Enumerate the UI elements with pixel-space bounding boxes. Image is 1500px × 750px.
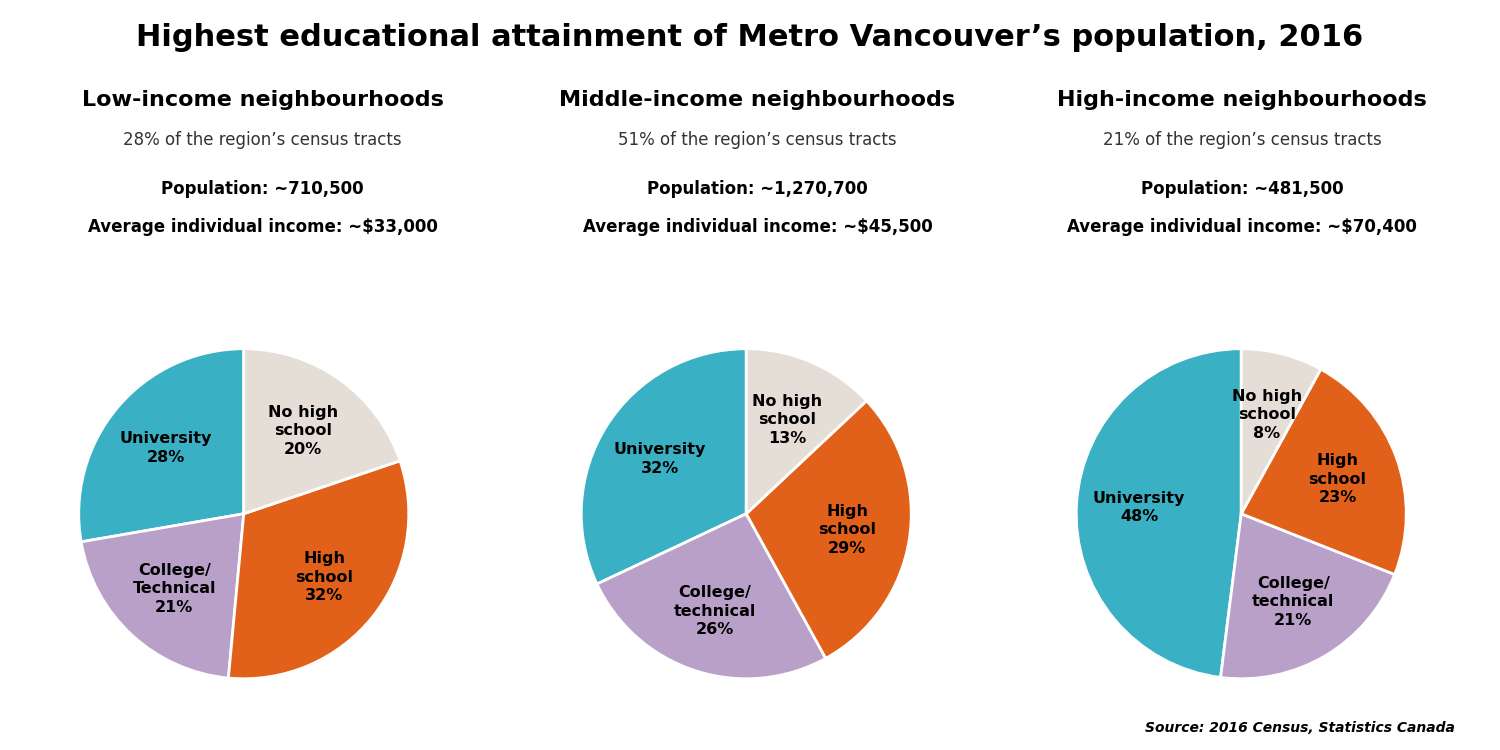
Text: High
school
23%: High school 23% [1308,453,1366,506]
Text: College/
Technical
21%: College/ Technical 21% [132,562,216,615]
Wedge shape [1077,349,1242,677]
Text: Population: ~710,500: Population: ~710,500 [160,180,364,198]
Text: No high
school
8%: No high school 8% [1232,388,1302,441]
Text: College/
technical
21%: College/ technical 21% [1252,576,1335,628]
Wedge shape [243,349,400,514]
Text: No high
school
20%: No high school 20% [268,404,339,457]
Text: 28% of the region’s census tracts: 28% of the region’s census tracts [123,131,402,149]
Text: Average individual income: ~$33,000: Average individual income: ~$33,000 [87,217,438,236]
Wedge shape [80,349,243,542]
Text: Middle-income neighbourhoods: Middle-income neighbourhoods [560,90,956,110]
Wedge shape [1221,514,1395,679]
Text: Highest educational attainment of Metro Vancouver’s population, 2016: Highest educational attainment of Metro … [136,22,1364,52]
Text: University
28%: University 28% [120,431,211,465]
Wedge shape [228,460,408,679]
Wedge shape [1242,349,1320,514]
Text: 51% of the region’s census tracts: 51% of the region’s census tracts [618,131,897,149]
Text: Average individual income: ~$70,400: Average individual income: ~$70,400 [1066,217,1418,236]
Wedge shape [597,514,825,679]
Text: 21% of the region’s census tracts: 21% of the region’s census tracts [1102,131,1382,149]
Text: No high
school
13%: No high school 13% [752,394,822,446]
Text: High
school
32%: High school 32% [296,551,352,603]
Text: Population: ~481,500: Population: ~481,500 [1140,180,1344,198]
Wedge shape [1242,369,1406,574]
Text: College/
technical
26%: College/ technical 26% [674,585,756,638]
Text: Average individual income: ~$45,500: Average individual income: ~$45,500 [582,217,933,236]
Text: Source: 2016 Census, Statistics Canada: Source: 2016 Census, Statistics Canada [1144,721,1455,735]
Text: University
32%: University 32% [614,442,706,476]
Wedge shape [747,400,910,658]
Wedge shape [582,349,747,584]
Text: High-income neighbourhoods: High-income neighbourhoods [1058,90,1426,110]
Text: University
48%: University 48% [1094,490,1185,524]
Wedge shape [81,514,243,678]
Text: Population: ~1,270,700: Population: ~1,270,700 [646,180,868,198]
Wedge shape [747,349,867,514]
Text: Low-income neighbourhoods: Low-income neighbourhoods [81,90,444,110]
Text: High
school
29%: High school 29% [819,504,876,556]
